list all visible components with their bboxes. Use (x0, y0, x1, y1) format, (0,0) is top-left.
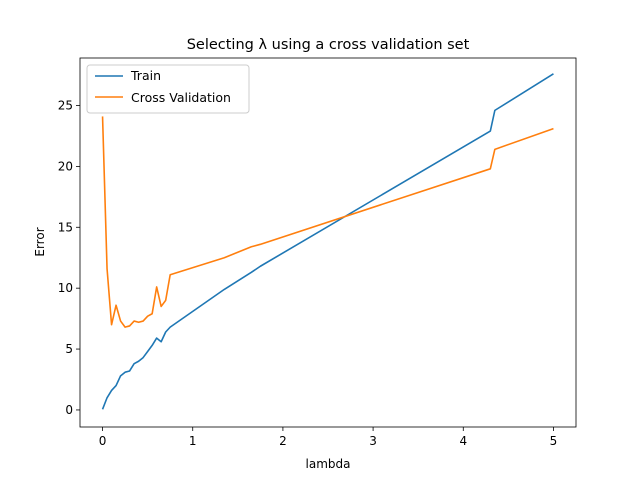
x-tick-label: 2 (279, 434, 287, 448)
series-line-train (101, 73, 554, 410)
y-axis-label: Error (33, 227, 47, 256)
x-axis-label: lambda (306, 457, 351, 471)
y-tick-label: 15 (58, 220, 73, 234)
y-tick-label: 10 (58, 281, 73, 295)
legend: Train Cross Validation (86, 64, 250, 114)
y-tick-label: 25 (58, 98, 73, 112)
y-axis: 0 5 10 15 20 25 (58, 98, 80, 417)
x-tick-label: 4 (459, 434, 467, 448)
x-tick-label: 3 (369, 434, 377, 448)
x-tick-label: 0 (99, 434, 107, 448)
x-tick-label: 1 (189, 434, 197, 448)
y-tick-label: 20 (58, 159, 73, 173)
chart-title: Selecting λ using a cross validation set (187, 37, 470, 53)
series-line-cross-validation (101, 116, 554, 328)
legend-label-cross-validation: Cross Validation (131, 90, 231, 105)
x-axis: 0 1 2 3 4 5 (99, 427, 558, 448)
y-tick-label: 0 (65, 403, 73, 417)
x-tick-label: 5 (550, 434, 558, 448)
legend-label-train: Train (130, 68, 161, 83)
axes-frame (79, 57, 577, 428)
legend-box (86, 64, 250, 114)
plot-area (101, 73, 554, 410)
y-tick-label: 5 (65, 342, 73, 356)
